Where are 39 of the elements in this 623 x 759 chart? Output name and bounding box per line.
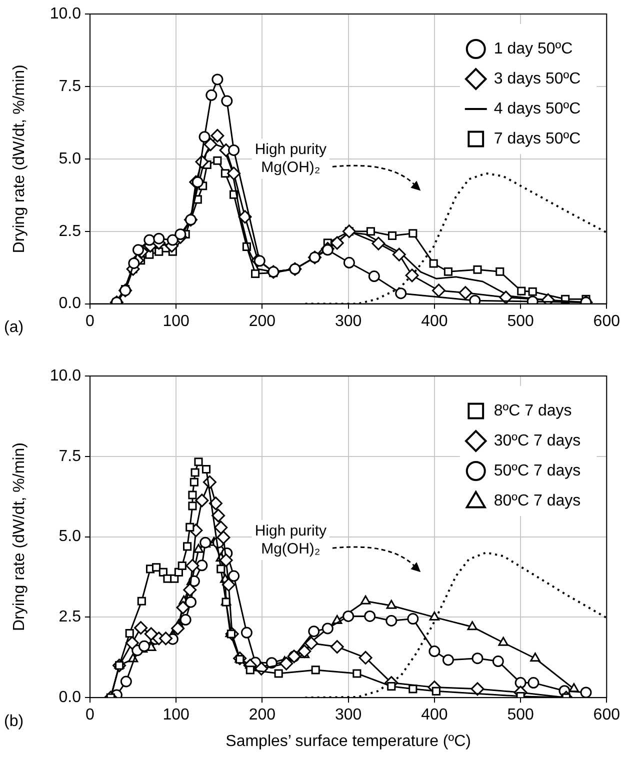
y-axis-title: Drying rate (dW/dt, %/min) xyxy=(11,64,28,254)
y-axis-title: Drying rate (dW/dt, %/min) xyxy=(11,442,28,632)
y-tick-label: 10.0 xyxy=(50,5,82,22)
y-tick-label: 2.5 xyxy=(58,222,82,240)
x-tick-label: 100 xyxy=(162,706,190,724)
annotation: High purity Mg(OH)₂ xyxy=(254,140,328,176)
annotation: High purity Mg(OH)₂ xyxy=(254,522,328,558)
x-tick-label: 0 xyxy=(86,706,95,724)
x-tick-label: 300 xyxy=(334,706,362,724)
legend-label: 80ºC 7 days xyxy=(494,492,581,510)
legend-label: 30ºC 7 days xyxy=(494,432,581,450)
text: (b) xyxy=(4,713,24,730)
legend-label: 4 days 50ºC xyxy=(494,100,581,118)
x-tick-label: 600 xyxy=(593,706,620,724)
x-tick-label: 200 xyxy=(248,706,276,724)
legend-label: 3 days 50ºC xyxy=(494,70,581,88)
y-tick-label: 5.0 xyxy=(58,150,82,168)
legend-label: 8ºC 7 days xyxy=(494,402,572,420)
legend-label: 7 days 50ºC xyxy=(494,130,581,148)
x-tick-label: 200 xyxy=(248,312,276,330)
x-tick-label: 500 xyxy=(507,312,534,330)
text: (a) xyxy=(4,319,24,336)
y-tick-label: 2.5 xyxy=(58,608,82,626)
y-tick-label: 10.0 xyxy=(50,367,82,384)
x-tick-label: 300 xyxy=(334,312,362,330)
x-tick-label: 400 xyxy=(421,706,448,724)
y-tick-label: 5.0 xyxy=(58,528,82,546)
y-tick-label: 7.5 xyxy=(58,448,82,465)
x-axis-title: Samples’ surface temperature (ºC) xyxy=(226,732,471,750)
x-tick-label: 0 xyxy=(86,312,95,330)
y-tick-label: 0.0 xyxy=(58,689,82,706)
x-tick-label: 500 xyxy=(507,706,534,724)
legend-label: 1 day 50ºC xyxy=(494,40,573,58)
x-tick-label: 600 xyxy=(593,312,620,330)
y-tick-label: 0.0 xyxy=(58,295,82,312)
y-tick-label: 7.5 xyxy=(58,78,82,95)
x-tick-label: 100 xyxy=(162,312,190,330)
x-tick-label: 400 xyxy=(421,312,448,330)
legend-label: 50ºC 7 days xyxy=(494,462,581,480)
